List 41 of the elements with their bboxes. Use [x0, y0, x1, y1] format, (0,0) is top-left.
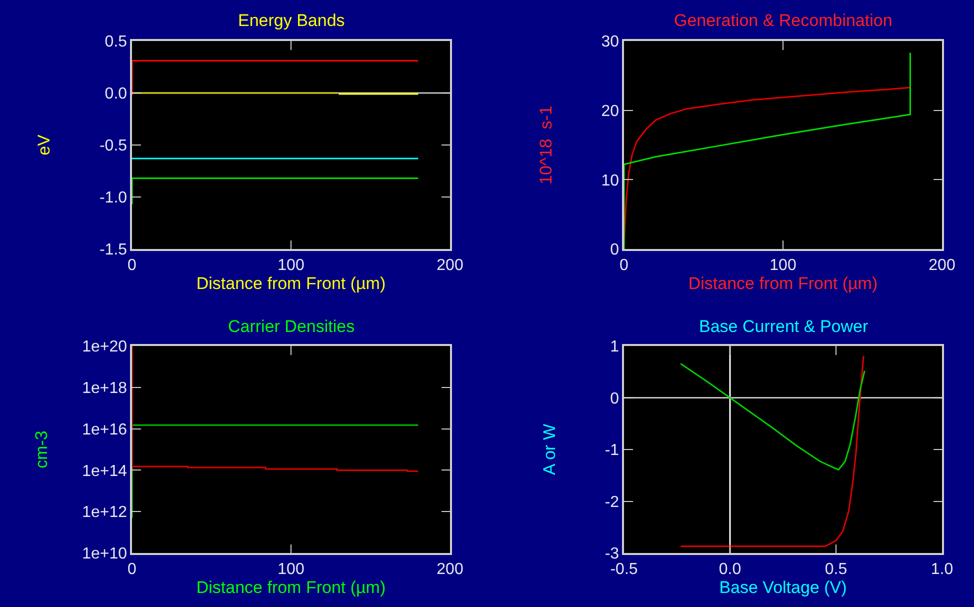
x-axis-title: Distance from Front (µm): [196, 578, 386, 597]
chart-title: Base Current & Power: [699, 317, 868, 336]
x-axis-title: Base Voltage (V): [719, 578, 847, 597]
x-tick-label: 100: [278, 560, 304, 578]
y-tick-label: -1: [604, 442, 620, 460]
y-tick-label: 1e+20: [82, 338, 128, 356]
y-tick-label: -1.5: [99, 242, 128, 259]
y-tick-label: 0.0: [104, 86, 128, 103]
y-tick-label: 1e+18: [82, 380, 128, 397]
y-axis-title: eV: [34, 134, 54, 156]
y-tick-label: 10: [601, 172, 620, 190]
y-axis-title: A or W: [540, 424, 559, 476]
x-tick-label: 100: [770, 256, 796, 274]
x-tick-label: 200: [436, 256, 464, 274]
y-tick-label: -3: [604, 546, 620, 563]
y-tick-label: 30: [601, 34, 620, 51]
chart-title: Generation & Recombination: [674, 11, 892, 30]
x-tick-label: 1.0: [930, 560, 954, 578]
chart-title: Energy Bands: [238, 11, 345, 30]
y-tick-label: 1e+10: [82, 546, 128, 563]
y-tick-label: 0: [610, 242, 620, 259]
x-tick-label: 200: [436, 560, 464, 578]
chart-title: Carrier Densities: [228, 317, 355, 336]
y-tick-label: -2: [604, 494, 620, 511]
y-tick-label: 0.5: [104, 34, 128, 51]
y-tick-label: 1: [610, 338, 620, 356]
y-tick-label: 1e+12: [82, 504, 128, 522]
x-tick-label: 0.0: [718, 560, 742, 578]
x-axis-title: Distance from Front (µm): [688, 274, 878, 293]
y-tick-label: 1e+14: [82, 462, 128, 480]
y-tick-label: -0.5: [99, 138, 128, 155]
y-tick-label: 1e+16: [82, 421, 128, 438]
y-tick-label: -1.0: [99, 190, 128, 207]
x-axis-title: Distance from Front (µm): [196, 274, 386, 293]
x-tick-label: 0.5: [824, 560, 848, 578]
y-axis-title: 10^18 s-1: [536, 106, 556, 184]
x-tick-label: 200: [928, 256, 956, 274]
x-tick-label: 100: [278, 256, 304, 274]
y-tick-label: 20: [601, 102, 620, 120]
y-tick-label: 0: [610, 390, 620, 408]
y-axis-title: cm-3: [32, 430, 52, 468]
